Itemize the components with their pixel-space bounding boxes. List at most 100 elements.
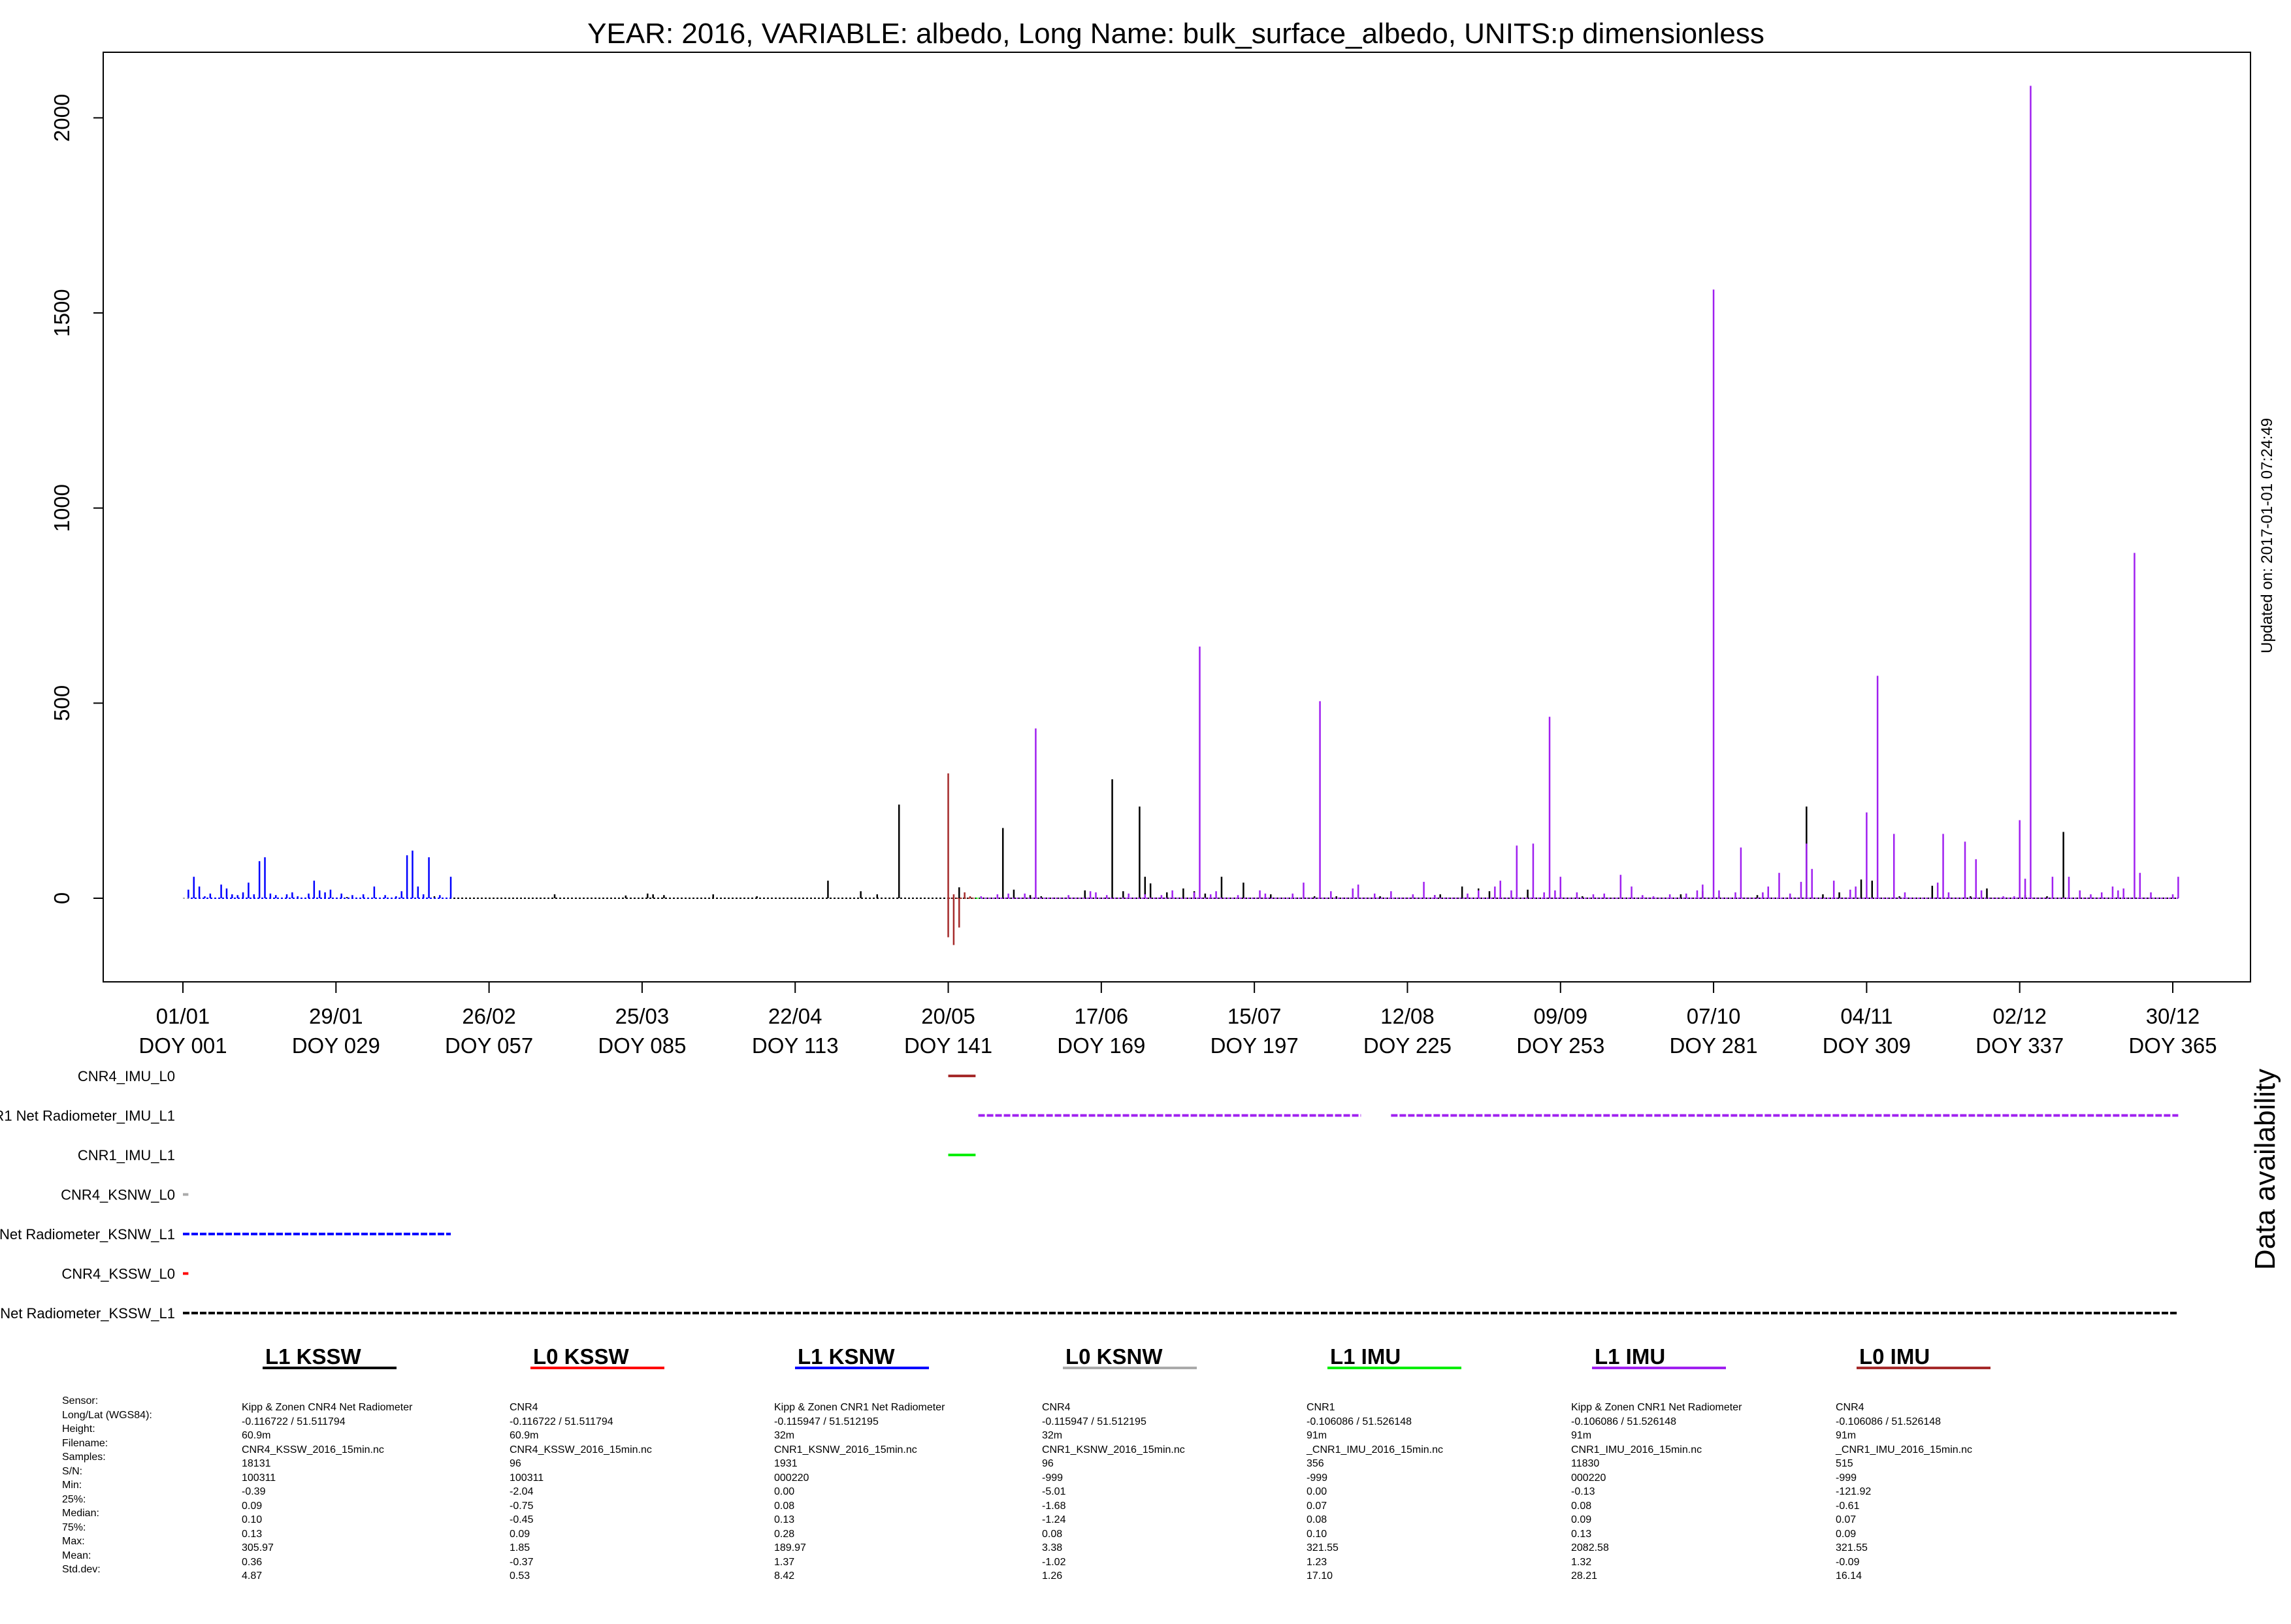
legend-header-line (530, 1367, 664, 1369)
x-tick-doy: DOY 337 (1975, 1033, 2064, 1058)
metadata-value: 0.36 (242, 1556, 263, 1568)
availability-row: Kipp & Zonen CNR1 Net Radiometer_KSNW_L1 (0, 1226, 451, 1242)
metadata-value: 0.08 (1307, 1514, 1327, 1525)
x-axis: 01/01 DOY 001 29/01 DOY 029 26/02 DOY 057 25/0… (138, 982, 2217, 1058)
metadata-value: -0.116722 / 51.511794 (242, 1416, 346, 1427)
availability-row-label: Kipp & Zonen CNR1 Net Radiometer_KSNW_L1 (0, 1226, 175, 1242)
legend-header: L1 IMU (1595, 1344, 1666, 1369)
metadata-value: 91m (1836, 1430, 1857, 1441)
metadata-column: CNR4 -0.106086 / 51.526148 91m _CNR1_IMU_20… (1836, 1401, 1972, 1583)
metadata-value: 2082.58 (1571, 1542, 1609, 1553)
metadata-column: CNR4 -0.116722 / 51.511794 60.9m CNR4_KSSW_… (510, 1401, 652, 1583)
metadata-value: CNR4 (1042, 1402, 1071, 1413)
metadata-value: 32m (774, 1430, 795, 1441)
availability-row-label: CNR4_KSNW_L0 (61, 1187, 175, 1203)
metadata-value: -0.09 (1836, 1556, 1860, 1568)
metadata-value: 0.09 (510, 1528, 530, 1540)
metadata-label: Mean: (62, 1550, 91, 1561)
metadata-label: S/N: (62, 1465, 83, 1477)
metadata-value: 60.9m (242, 1430, 271, 1441)
legend-header: L1 IMU (1330, 1344, 1401, 1369)
metadata-value: 8.42 (774, 1570, 795, 1582)
legend-header-line (263, 1367, 397, 1369)
metadata-column: Kipp & Zonen CNR1 Net Radiometer -0.11594… (774, 1401, 945, 1583)
x-tick-date: 04/11 (1840, 1004, 1893, 1028)
metadata-value: 0.07 (1307, 1500, 1327, 1512)
availability-row-label: CNR4_KSSW_L0 (61, 1266, 175, 1282)
x-tick-date: 26/02 (462, 1004, 516, 1028)
metadata-value: -0.61 (1836, 1500, 1860, 1512)
availability-row: CNR1_IMU_L1 (78, 1147, 976, 1163)
x-tick-date: 12/08 (1380, 1004, 1435, 1028)
chart-title: YEAR: 2016, VARIABLE: albedo, Long Name:… (587, 18, 1764, 50)
metadata-value: -0.106086 / 51.526148 (1836, 1416, 1942, 1427)
legend-header-line (795, 1367, 929, 1369)
metadata-value: CNR1 (1307, 1402, 1335, 1413)
metadata-value: 28.21 (1571, 1570, 1598, 1582)
metadata-value: CNR1_KSNW_2016_15min.nc (774, 1444, 917, 1455)
metadata-value: CNR1_KSNW_2016_15min.nc (1042, 1444, 1185, 1455)
metadata-value: _CNR1_IMU_2016_15min.nc (1307, 1444, 1443, 1455)
metadata-value: Kipp & Zonen CNR1 Net Radiometer (774, 1402, 945, 1413)
metadata-value: 189.97 (774, 1542, 806, 1553)
metadata-value: -999 (1042, 1472, 1064, 1484)
metadata-value: 11830 (1571, 1458, 1600, 1469)
metadata-value: -0.75 (510, 1500, 534, 1512)
metadata-value: _CNR1_IMU_2016_15min.nc (1836, 1444, 1972, 1455)
x-tick-doy: DOY 309 (1823, 1033, 1911, 1058)
metadata-value: 0.00 (1307, 1486, 1327, 1497)
metadata-value: 1931 (774, 1458, 798, 1469)
metadata-value: 356 (1307, 1458, 1324, 1469)
legend-header-line (1063, 1367, 1197, 1369)
x-tick-date: 20/05 (921, 1004, 975, 1028)
updated-label: Updated on: 2017-01-01 07:24:49 (2258, 418, 2276, 653)
metadata-label: 25%: (62, 1493, 86, 1505)
metadata-column: CNR4 -0.115947 / 51.512195 32m CNR1_KSNW_20… (1042, 1401, 1185, 1583)
metadata-column: Kipp & Zonen CNR1 Net Radiometer -0.10608… (1571, 1401, 1742, 1583)
y-tick-label: 500 (50, 685, 74, 721)
availability-row-label: Kipp & Zonen CNR4 Net Radiometer_KSSW_L1 (0, 1305, 175, 1322)
data-availability-label: Data availability (2249, 1069, 2281, 1270)
x-tick-doy: DOY 029 (292, 1033, 380, 1058)
metadata-value: 4.87 (242, 1570, 263, 1582)
x-tick-date: 15/07 (1227, 1004, 1282, 1028)
series-l1ksnw (183, 851, 452, 899)
metadata-column: CNR1 -0.106086 / 51.526148 91m _CNR1_IMU_20… (1307, 1401, 1443, 1583)
metadata-value: -0.106086 / 51.526148 (1571, 1416, 1677, 1427)
availability-row: CNR4_KSSW_L0 (61, 1266, 189, 1282)
metadata-value: 000220 (774, 1472, 809, 1484)
x-tick-date: 07/10 (1687, 1004, 1741, 1028)
metadata-value: -1.02 (1042, 1556, 1066, 1568)
metadata-value: CNR1_IMU_2016_15min.nc (1571, 1444, 1702, 1455)
metadata-value: -1.24 (1042, 1514, 1066, 1525)
series-layer (183, 86, 2179, 945)
metadata-value: -0.106086 / 51.526148 (1307, 1416, 1412, 1427)
legend-header-line (1592, 1367, 1726, 1369)
metadata-label: Long/Lat (WGS84): (62, 1409, 152, 1421)
metadata-value: 60.9m (510, 1430, 539, 1441)
metadata-value: 0.10 (242, 1514, 263, 1525)
metadata-value: 0.13 (242, 1528, 263, 1540)
metadata-value: 321.55 (1307, 1542, 1339, 1553)
x-tick-doy: DOY 085 (598, 1033, 686, 1058)
metadata-value: CNR4 (1836, 1402, 1864, 1413)
metadata-value: -999 (1307, 1472, 1328, 1484)
sensor-metadata-table: Sensor: Long/Lat (WGS84): Height: Filename:… (0, 1394, 2291, 1590)
legend-header: L1 KSSW (265, 1344, 361, 1369)
metadata-value: -0.115947 / 51.512195 (1042, 1416, 1146, 1427)
metadata-label: Filename: (62, 1437, 108, 1449)
x-tick-doy: DOY 001 (138, 1033, 227, 1058)
metadata-value: 0.13 (1571, 1528, 1592, 1540)
metadata-value: 0.00 (774, 1486, 795, 1497)
metadata-value: -121.92 (1836, 1486, 1872, 1497)
x-tick-doy: DOY 225 (1363, 1033, 1452, 1058)
metadata-value: 0.08 (1042, 1528, 1063, 1540)
y-axis: 0 500 1000 1500 2000 (50, 94, 103, 904)
availability-row: CNR4_IMU_L0 (78, 1068, 976, 1084)
metadata-value: 0.09 (1836, 1528, 1857, 1540)
metadata-value: 91m (1307, 1430, 1327, 1441)
legend-header: L0 IMU (1859, 1344, 1930, 1369)
metadata-label: Median: (62, 1508, 99, 1519)
metadata-value: Kipp & Zonen CNR1 Net Radiometer (1571, 1402, 1742, 1413)
availability-row-label: Kipp & Zonen CNR1 Net Radiometer_IMU_L1 (0, 1108, 175, 1124)
